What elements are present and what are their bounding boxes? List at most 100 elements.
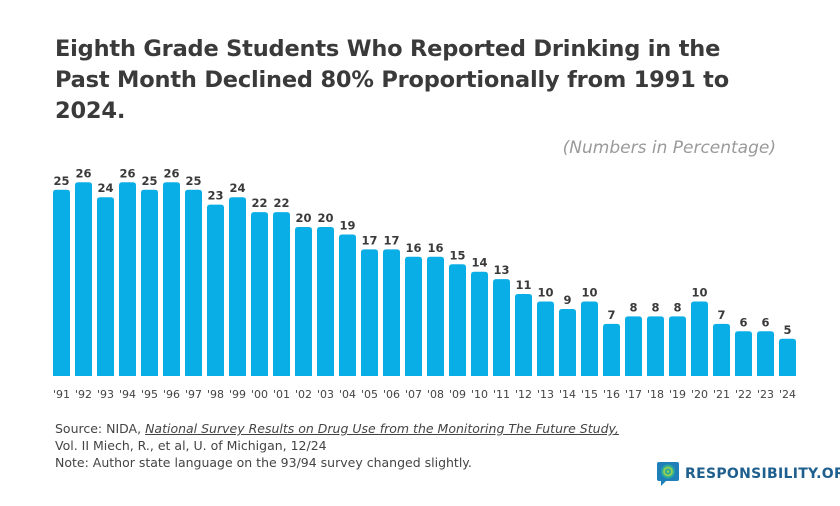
x-tick-label: '98 xyxy=(207,388,224,401)
bar-'15 xyxy=(581,301,598,376)
source-line: Source: NIDA, National Survey Results on… xyxy=(55,421,619,436)
x-tick-label: '16 xyxy=(603,388,620,401)
bar-'23 xyxy=(757,331,774,376)
data-label: 26 xyxy=(163,166,179,180)
source-prefix: Source: NIDA, xyxy=(55,421,146,436)
bar-'05 xyxy=(361,249,378,376)
bar-'16 xyxy=(603,323,620,376)
data-label: 6 xyxy=(761,315,769,329)
data-label: 17 xyxy=(383,233,399,247)
data-label: 10 xyxy=(581,286,597,300)
data-label: 16 xyxy=(427,241,443,255)
x-tick-label: '05 xyxy=(361,388,378,401)
bar-'96 xyxy=(163,182,180,376)
data-label: 25 xyxy=(185,174,201,188)
x-tick-label: '01 xyxy=(273,388,290,401)
bar-'02 xyxy=(295,227,312,376)
source-line-2: Vol. II Miech, R., et al, U. of Michigan… xyxy=(55,438,327,453)
bar-'20 xyxy=(691,301,708,376)
x-tick-label: '96 xyxy=(163,388,180,401)
data-label: 7 xyxy=(607,308,615,322)
data-label: 22 xyxy=(251,196,267,210)
x-tick-label: '95 xyxy=(141,388,158,401)
x-tick-label: '21 xyxy=(713,388,730,401)
data-label: 9 xyxy=(563,293,571,307)
x-tick-label: '18 xyxy=(647,388,664,401)
data-label: 24 xyxy=(97,181,113,195)
bar-'09 xyxy=(449,264,466,376)
bar-'14 xyxy=(559,308,576,376)
bar-'04 xyxy=(339,234,356,376)
data-label: 23 xyxy=(207,189,223,203)
x-tick-label: '92 xyxy=(75,388,92,401)
speech-bubble-target-icon xyxy=(657,462,679,486)
x-tick-label: '04 xyxy=(339,388,356,401)
x-tick-label: '23 xyxy=(757,388,774,401)
bar-'92 xyxy=(75,182,92,376)
data-label: 8 xyxy=(629,300,637,314)
source-title: National Survey Results on Drug Use from… xyxy=(145,421,619,436)
x-tick-label: '93 xyxy=(97,388,114,401)
bar-'12 xyxy=(515,294,532,376)
x-tick-label: '02 xyxy=(295,388,312,401)
data-label: 22 xyxy=(273,196,289,210)
data-label: 8 xyxy=(651,300,659,314)
bar-'18 xyxy=(647,316,664,376)
data-label: 19 xyxy=(339,218,355,232)
x-tick-label: '15 xyxy=(581,388,598,401)
x-tick-label: '11 xyxy=(493,388,510,401)
bar-'08 xyxy=(427,256,444,376)
bar-'11 xyxy=(493,279,510,376)
source-note: Note: Author state language on the 93/94… xyxy=(55,455,472,470)
data-label: 26 xyxy=(75,166,91,180)
data-label: 17 xyxy=(361,233,377,247)
data-label: 20 xyxy=(295,211,311,225)
logo-text: RESPONSIBILITY.ORG xyxy=(685,466,840,482)
x-tick-label: '24 xyxy=(779,388,796,401)
data-label: 10 xyxy=(691,286,707,300)
x-tick-label: '00 xyxy=(251,388,268,401)
data-label: 13 xyxy=(493,263,509,277)
x-tick-label: '13 xyxy=(537,388,554,401)
bar-'94 xyxy=(119,182,136,376)
bar-'07 xyxy=(405,256,422,376)
bar-'13 xyxy=(537,301,554,376)
x-tick-label: '19 xyxy=(669,388,686,401)
data-label: 15 xyxy=(449,248,465,262)
x-tick-label: '94 xyxy=(119,388,136,401)
bar-'91 xyxy=(53,189,70,376)
bar-'21 xyxy=(713,323,730,376)
bar-'97 xyxy=(185,189,202,376)
x-tick-label: '07 xyxy=(405,388,422,401)
x-tick-label: '12 xyxy=(515,388,532,401)
data-label: 24 xyxy=(229,181,245,195)
data-label: 25 xyxy=(53,174,69,188)
bar-'93 xyxy=(97,197,114,376)
bar-'22 xyxy=(735,331,752,376)
x-tick-label: '99 xyxy=(229,388,246,401)
bar-'06 xyxy=(383,249,400,376)
data-label: 11 xyxy=(515,278,531,292)
bar-'01 xyxy=(273,212,290,376)
data-label: 20 xyxy=(317,211,333,225)
chart-subtitle: (Numbers in Percentage) xyxy=(562,138,776,158)
x-tick-label: '06 xyxy=(383,388,400,401)
data-label: 26 xyxy=(119,166,135,180)
bar-'19 xyxy=(669,316,686,376)
data-label: 6 xyxy=(739,315,747,329)
x-tick-label: '97 xyxy=(185,388,202,401)
bar-'24 xyxy=(779,338,796,376)
x-tick-label: '03 xyxy=(317,388,334,401)
bar-'98 xyxy=(207,204,224,376)
x-tick-label: '91 xyxy=(53,388,70,401)
data-label: 14 xyxy=(471,256,487,270)
x-tick-label: '22 xyxy=(735,388,752,401)
data-label: 16 xyxy=(405,241,421,255)
bar-'10 xyxy=(471,271,488,376)
bar-'00 xyxy=(251,212,268,376)
data-label: 10 xyxy=(537,286,553,300)
bar-'17 xyxy=(625,316,642,376)
x-tick-label: '20 xyxy=(691,388,708,401)
data-label: 8 xyxy=(673,300,681,314)
